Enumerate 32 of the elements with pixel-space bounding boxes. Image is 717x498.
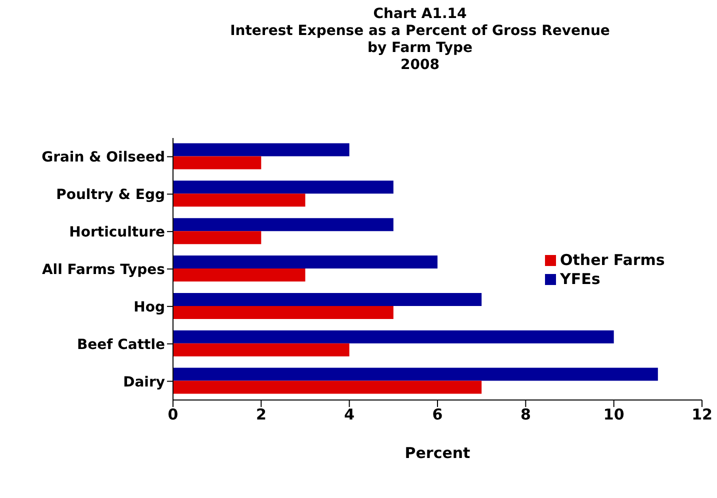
x-tick-label: 2 — [256, 406, 266, 424]
bar — [173, 330, 614, 344]
bar — [173, 156, 262, 170]
chart-title: Chart A1.14 Interest Expense as a Percent of Gross Revenue by Farm Type 2008 — [229, 6, 611, 74]
x-tick-label: 10 — [603, 406, 624, 424]
bar — [173, 380, 482, 394]
x-tick-label: 8 — [520, 406, 531, 424]
y-tick-label: Beef Cattle — [76, 336, 165, 353]
x-tick-label: 4 — [344, 406, 355, 424]
x-axis-title: Percent — [404, 444, 470, 462]
y-tick-label: All Farms Types — [42, 262, 165, 278]
bar — [173, 268, 306, 282]
bar — [173, 256, 438, 269]
bar — [173, 343, 350, 356]
bar — [173, 194, 306, 207]
x-tick-label: 6 — [432, 406, 443, 424]
bar — [173, 306, 394, 319]
y-tick-label: Grain & Oilseed — [42, 150, 165, 166]
bar — [173, 368, 658, 381]
bar — [173, 143, 350, 156]
y-tick-label: Hog — [134, 299, 165, 316]
bar — [173, 292, 482, 306]
y-tick-label: Dairy — [123, 374, 165, 390]
bar — [173, 231, 262, 244]
x-tick-label: 12 — [692, 406, 712, 424]
x-tick-label: 0 — [168, 406, 178, 424]
legend-label: Other Farms — [560, 251, 665, 269]
y-tick-label: Poultry & Egg — [56, 187, 165, 204]
legend-label: YFEs — [560, 270, 600, 288]
y-tick-label: Horticulture — [69, 224, 165, 241]
bar — [173, 180, 394, 194]
bar — [173, 218, 394, 232]
